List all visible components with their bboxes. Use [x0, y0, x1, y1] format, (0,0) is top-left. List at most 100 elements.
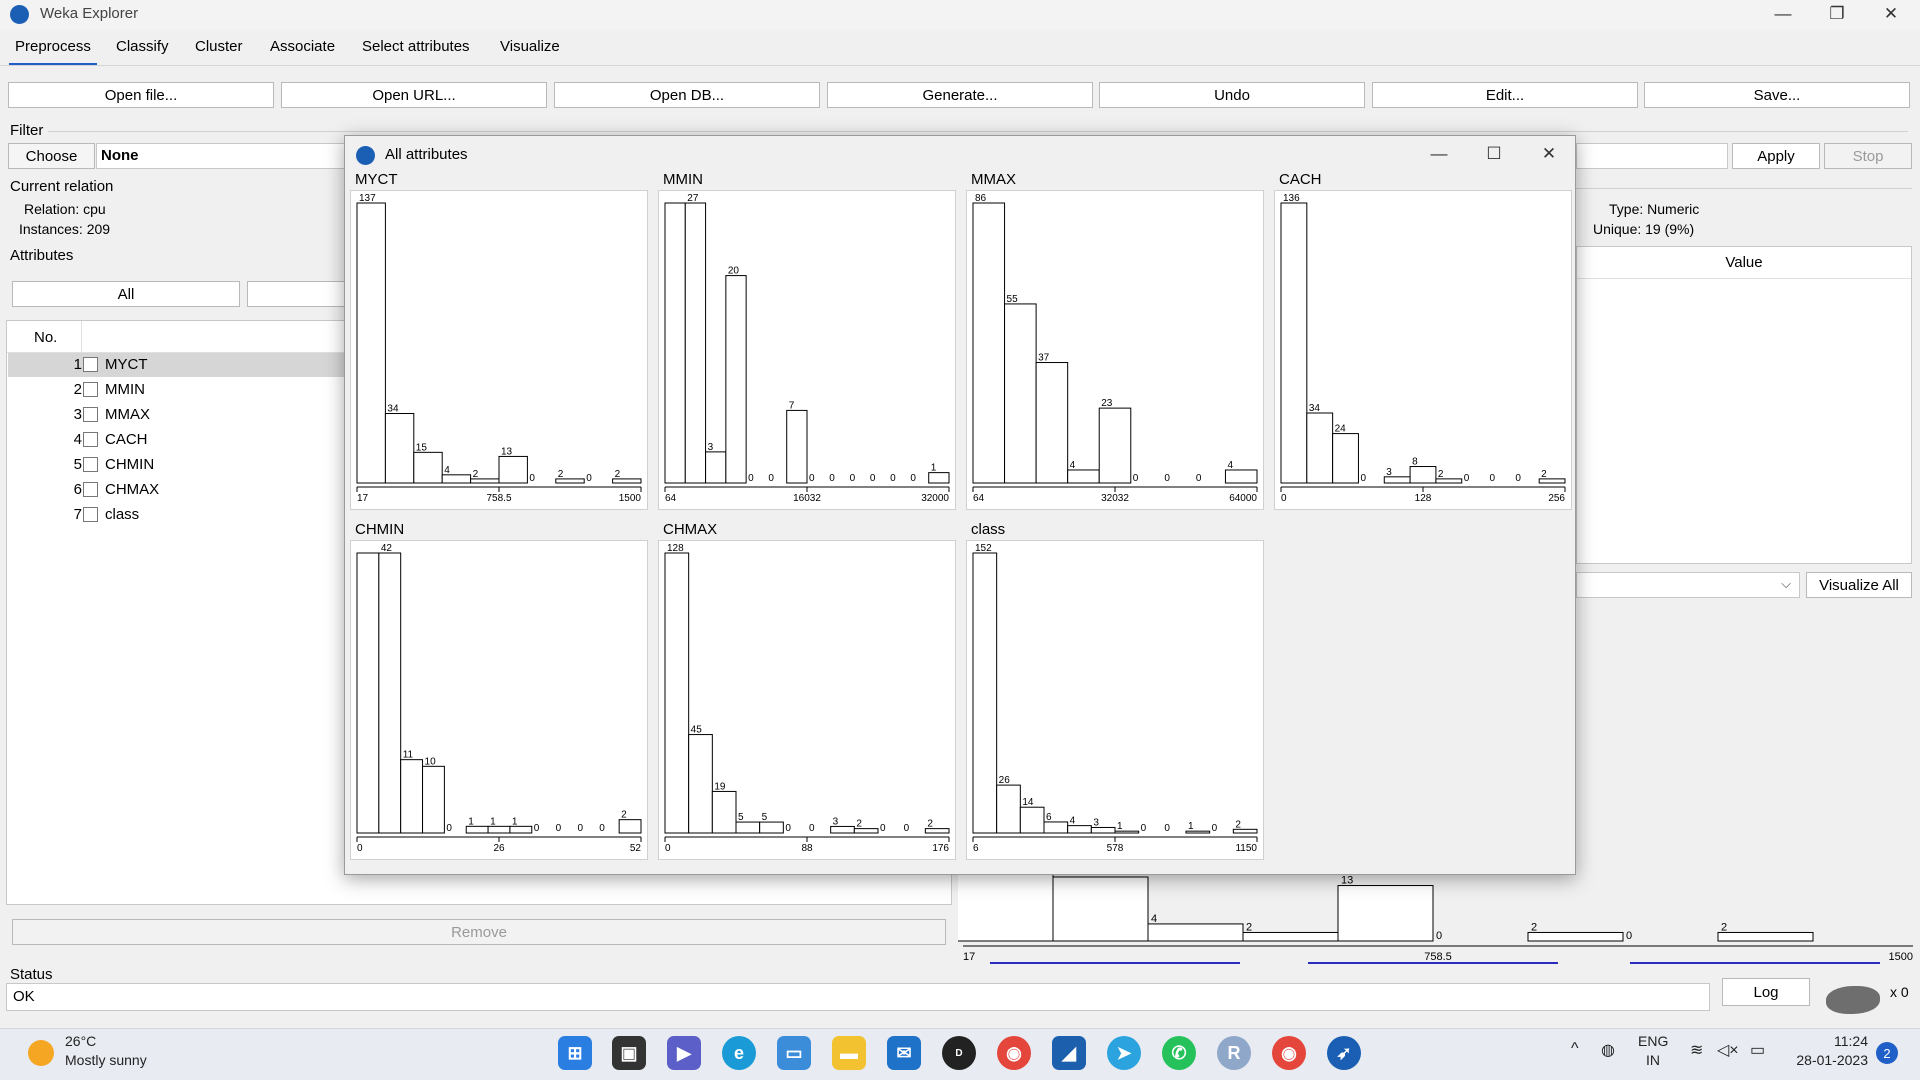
apply-button[interactable]: Apply — [1732, 143, 1820, 169]
open-db-button[interactable]: Open DB... — [554, 82, 820, 108]
tick-label: 128 — [1415, 493, 1432, 504]
histogram-bar — [735, 821, 761, 834]
attribute-histogram[interactable]: CACH 136 34 24 0 3 8 2 0 0 0 2 0 128 256 — [1274, 171, 1572, 510]
list-item[interactable]: 1 MYCT — [8, 353, 348, 377]
monitor-icon[interactable]: ▭ — [777, 1036, 811, 1070]
popup-minimize-icon[interactable]: — — [1430, 144, 1448, 163]
wifi-icon[interactable]: ≋ — [1690, 1042, 1704, 1059]
clock-date[interactable]: 28-01-2023 — [1796, 1052, 1868, 1068]
wireshark-icon[interactable]: ◢ — [1052, 1036, 1086, 1070]
weka-taskbar-icon[interactable]: ➶ — [1327, 1036, 1361, 1070]
list-item[interactable]: 3 MMAX — [8, 403, 348, 427]
log-button[interactable]: Log — [1722, 978, 1810, 1006]
attr-checkbox[interactable] — [83, 507, 98, 522]
lang-region[interactable]: IN — [1646, 1052, 1660, 1068]
chrome-icon[interactable]: ◉ — [997, 1036, 1031, 1070]
histogram-bar — [664, 202, 686, 484]
attr-checkbox[interactable] — [83, 407, 98, 422]
instances-count: Instances: 209 — [19, 221, 111, 237]
weather-temp[interactable]: 26°C — [65, 1033, 97, 1049]
volume-muted-icon[interactable]: ◁× — [1717, 1042, 1739, 1059]
network-icon[interactable]: ◍ — [1601, 1042, 1615, 1059]
col-no-header: No. — [34, 329, 58, 346]
bar-count-label: 4 — [1070, 816, 1076, 827]
list-item[interactable]: 7 class — [8, 503, 348, 527]
r-icon[interactable]: R — [1217, 1036, 1251, 1070]
class-selector[interactable]: ⌵ — [1576, 572, 1800, 598]
tick-label: 1500 — [1889, 951, 1913, 963]
attribute-histogram[interactable]: MMAX 86 55 37 4 23 0 0 0 4 64 32032 64000 — [966, 171, 1264, 510]
attr-checkbox[interactable] — [83, 357, 98, 372]
histogram-svg: 86 55 37 4 23 0 0 0 4 64 32032 64000 — [972, 193, 1258, 504]
whatsapp-icon[interactable]: ✆ — [1162, 1036, 1196, 1070]
tab-cluster[interactable]: Cluster — [195, 38, 243, 55]
bar-count-label: 42 — [381, 543, 393, 554]
tab-visualize[interactable]: Visualize — [500, 38, 560, 55]
generate-button[interactable]: Generate... — [827, 82, 1093, 108]
attr-name: MMIN — [105, 381, 145, 398]
undo-button[interactable]: Undo — [1099, 82, 1365, 108]
lang-code[interactable]: ENG — [1638, 1033, 1669, 1049]
bar-count-label: 0 — [577, 823, 583, 834]
tab-select-attributes[interactable]: Select attributes — [362, 38, 470, 55]
bar-count-label: 4 — [1151, 913, 1157, 925]
edit-button[interactable]: Edit... — [1372, 82, 1638, 108]
attribute-histogram[interactable]: CHMAX 128 45 19 5 5 0 0 3 2 0 0 2 0 88 176 — [658, 521, 956, 860]
chevron-up-icon[interactable]: ^ — [1571, 1040, 1579, 1057]
histogram-bar — [618, 819, 642, 834]
open-file-button[interactable]: Open file... — [8, 82, 274, 108]
list-item[interactable]: 5 CHMIN — [8, 453, 348, 477]
minimize-icon[interactable]: — — [1774, 4, 1792, 23]
choose-button[interactable]: Choose — [8, 143, 95, 169]
attribute-histogram[interactable]: CHMIN 42 11 10 0 1 1 1 0 0 0 0 2 0 26 52 — [350, 521, 648, 860]
attribute-histogram[interactable]: class 152 26 14 6 4 3 1 0 0 1 0 2 6 578 1150 — [966, 521, 1264, 860]
histogram-bar — [1306, 412, 1334, 484]
battery-icon[interactable]: ▭ — [1750, 1042, 1766, 1059]
tab-classify[interactable]: Classify — [116, 38, 169, 55]
filter-field-tail[interactable] — [1576, 143, 1728, 169]
histogram-bar — [996, 784, 1021, 834]
close-icon[interactable]: ✕ — [1883, 4, 1899, 23]
tick-label: 16032 — [793, 493, 821, 504]
attr-checkbox[interactable] — [83, 382, 98, 397]
attr-checkbox[interactable] — [83, 432, 98, 447]
attribute-histogram[interactable]: MMIN 27 3 20 0 0 7 0 0 0 0 0 0 1 64 16032 32000 — [658, 171, 956, 510]
dell-icon[interactable]: D — [942, 1036, 976, 1070]
list-item[interactable]: 4 CACH — [8, 428, 348, 452]
weather-desc[interactable]: Mostly sunny — [65, 1052, 147, 1068]
file-explorer-icon[interactable]: ▬ — [832, 1036, 866, 1070]
histogram-title: MYCT — [355, 171, 398, 188]
attr-checkbox[interactable] — [83, 482, 98, 497]
task-view-icon[interactable]: ▣ — [612, 1036, 646, 1070]
edge-icon[interactable]: e — [722, 1036, 756, 1070]
clock-time[interactable]: 11:24 — [1834, 1033, 1868, 1049]
bar-count-label: 0 — [1626, 930, 1632, 942]
filter-field[interactable]: None — [96, 143, 356, 169]
tab-associate[interactable]: Associate — [270, 38, 336, 55]
attribute-histogram[interactable]: MYCT 137 34 15 4 2 13 0 2 0 2 17 758.5 1500 — [350, 171, 648, 510]
maximize-icon[interactable]: ❐ — [1829, 4, 1845, 23]
teams-icon[interactable]: ▶ — [667, 1036, 701, 1070]
list-item[interactable]: 6 CHMAX — [8, 478, 348, 502]
open-url-button[interactable]: Open URL... — [281, 82, 547, 108]
stop-button[interactable]: Stop — [1824, 143, 1912, 169]
histogram-bar — [1538, 478, 1566, 484]
telegram-icon[interactable]: ➤ — [1107, 1036, 1141, 1070]
bar-count-label: 13 — [1341, 875, 1353, 887]
start-icon[interactable]: ⊞ — [558, 1036, 592, 1070]
notification-badge[interactable]: 2 — [1876, 1042, 1898, 1064]
save-button[interactable]: Save... — [1644, 82, 1910, 108]
all-button[interactable]: All — [12, 281, 240, 307]
remove-button[interactable]: Remove — [12, 919, 946, 945]
chrome-profile-icon[interactable]: ◉ — [1272, 1036, 1306, 1070]
popup-close-icon[interactable]: ✕ — [1541, 144, 1557, 163]
list-item[interactable]: 2 MMIN — [8, 378, 348, 402]
histogram-bar — [958, 872, 1054, 942]
mail-icon[interactable]: ✉ — [887, 1036, 921, 1070]
attr-checkbox[interactable] — [83, 457, 98, 472]
visualize-all-button[interactable]: Visualize All — [1806, 572, 1912, 598]
popup-maximize-icon[interactable]: ☐ — [1486, 144, 1502, 163]
tick-label: 32032 — [1101, 493, 1129, 504]
none-button[interactable] — [247, 281, 347, 307]
tab-preprocess[interactable]: Preprocess — [9, 37, 97, 65]
